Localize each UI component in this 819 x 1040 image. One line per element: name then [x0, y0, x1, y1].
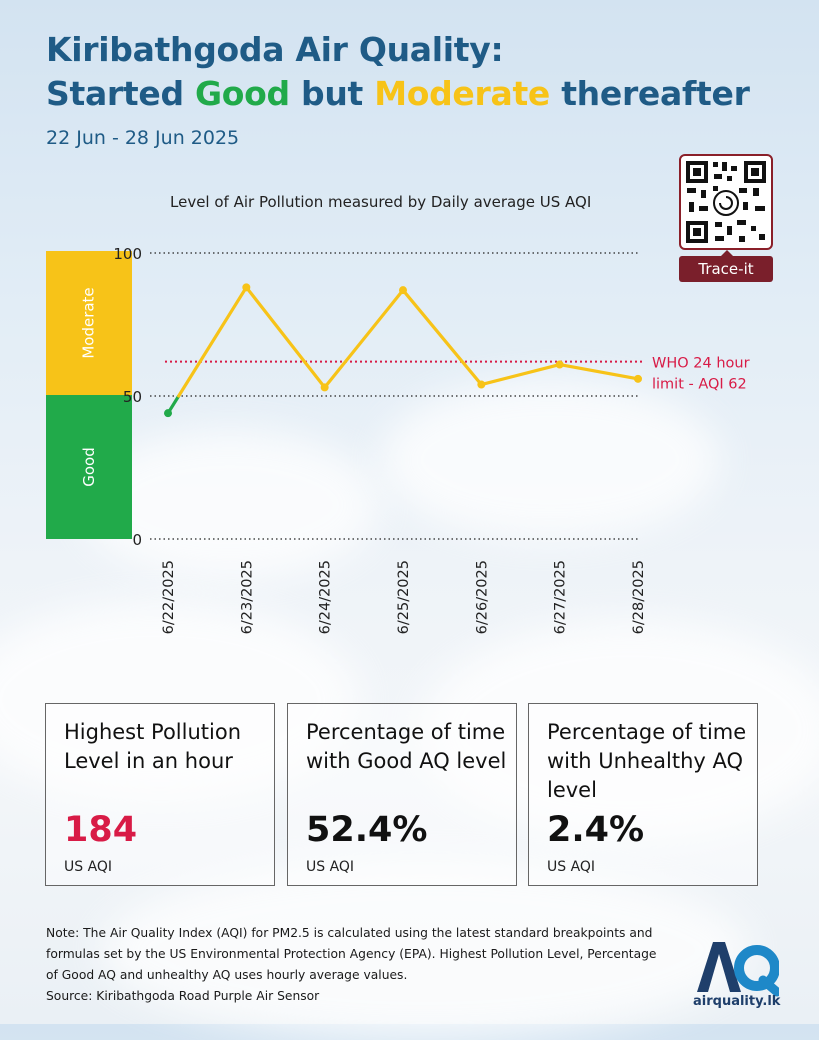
- x-tick-label: 6/24/2025: [318, 560, 334, 634]
- x-tick-label: 6/25/2025: [396, 560, 412, 634]
- data-point: [477, 380, 486, 389]
- stat-unit: US AQI: [306, 859, 355, 875]
- y-tick-label: 50: [123, 388, 142, 406]
- series-segment: [177, 285, 248, 398]
- stat-label: Percentage of time with Unhealthy AQ lev…: [547, 720, 747, 802]
- x-tick-label: 6/23/2025: [239, 560, 255, 634]
- data-point: [242, 283, 251, 292]
- series-segment: [479, 362, 562, 387]
- page-title: Kiribathgoda Air Quality: Started Good b…: [46, 28, 750, 116]
- qr-code[interactable]: [679, 154, 773, 250]
- series-segment: [323, 288, 405, 390]
- series-segment: [558, 362, 640, 381]
- date-range: 22 Jun - 28 Jun 2025: [46, 127, 240, 149]
- logo-q-tail: [758, 975, 779, 997]
- x-tick-label: 6/26/2025: [474, 560, 490, 634]
- x-tick-label: 6/28/2025: [631, 560, 647, 634]
- y-tick-label: 0: [132, 531, 142, 549]
- stat-card-unhealthy-percent: Percentage of time with Unhealthy AQ lev…: [528, 703, 758, 886]
- stat-value: 184: [64, 810, 138, 850]
- aqi-line-chart: 0 50 100 WHO 24 hour limit - AQI 62 6/22/2025…: [113, 245, 750, 634]
- footer-note: Note: The Air Quality Index (AQI) for PM…: [46, 923, 666, 1007]
- data-point: [555, 360, 564, 369]
- title-prefix: Started: [46, 74, 195, 113]
- airquality-logo[interactable]: [693, 936, 779, 1006]
- stat-label: Percentage of time with Good AQ level: [306, 720, 507, 773]
- who-limit-label-line-2: limit - AQI 62: [652, 377, 747, 393]
- x-tick-label: 6/22/2025: [161, 560, 177, 634]
- data-point: [320, 383, 329, 392]
- stat-card-highest: Highest Pollution Level in an hour 184 U…: [45, 703, 275, 886]
- stat-label: Highest Pollution Level in an hour: [64, 720, 242, 773]
- title-good-word: Good: [194, 74, 290, 113]
- stat-card-good-percent: Percentage of time with Good AQ level 52…: [287, 703, 517, 886]
- qr-trace-it-label: Trace-it: [679, 250, 773, 282]
- title-moderate-word: Moderate: [374, 74, 551, 113]
- title-suffix: thereafter: [550, 74, 750, 113]
- chart-title: Level of Air Pollution measured by Daily…: [170, 193, 592, 211]
- cloud-decoration: [0, 600, 360, 800]
- data-point: [399, 286, 407, 295]
- logo-a-shape: [697, 942, 741, 992]
- good-band: Good: [46, 395, 132, 539]
- title-line-1: Kiribathgoda Air Quality:: [46, 30, 504, 69]
- data-point: [164, 409, 172, 418]
- logo-q-ring: [734, 945, 779, 991]
- data-source: Source: Kiribathgoda Road Purple Air Sen…: [46, 989, 320, 1003]
- data-point: [634, 374, 642, 383]
- series-segment: [401, 288, 483, 387]
- who-limit-label-line-1: WHO 24 hour: [652, 356, 750, 372]
- y-tick-label: 100: [113, 245, 142, 263]
- logo-text: airquality.lk: [693, 994, 781, 1009]
- stat-unit: US AQI: [547, 859, 596, 875]
- cloud-decoration: [380, 380, 720, 540]
- x-tick-label: 6/27/2025: [553, 560, 569, 634]
- cloud-decoration: [420, 620, 819, 840]
- stat-unit: US AQI: [64, 859, 113, 875]
- series-segment: [244, 285, 327, 390]
- qr-code-icon: [686, 161, 766, 243]
- moderate-band: Moderate: [46, 251, 132, 395]
- title-middle: but: [289, 74, 375, 113]
- methodology-note: Note: The Air Quality Index (AQI) for PM…: [46, 926, 657, 982]
- cloud-decoration: [100, 860, 750, 1040]
- stat-value: 52.4%: [306, 810, 428, 850]
- stat-value: 2.4%: [547, 810, 645, 850]
